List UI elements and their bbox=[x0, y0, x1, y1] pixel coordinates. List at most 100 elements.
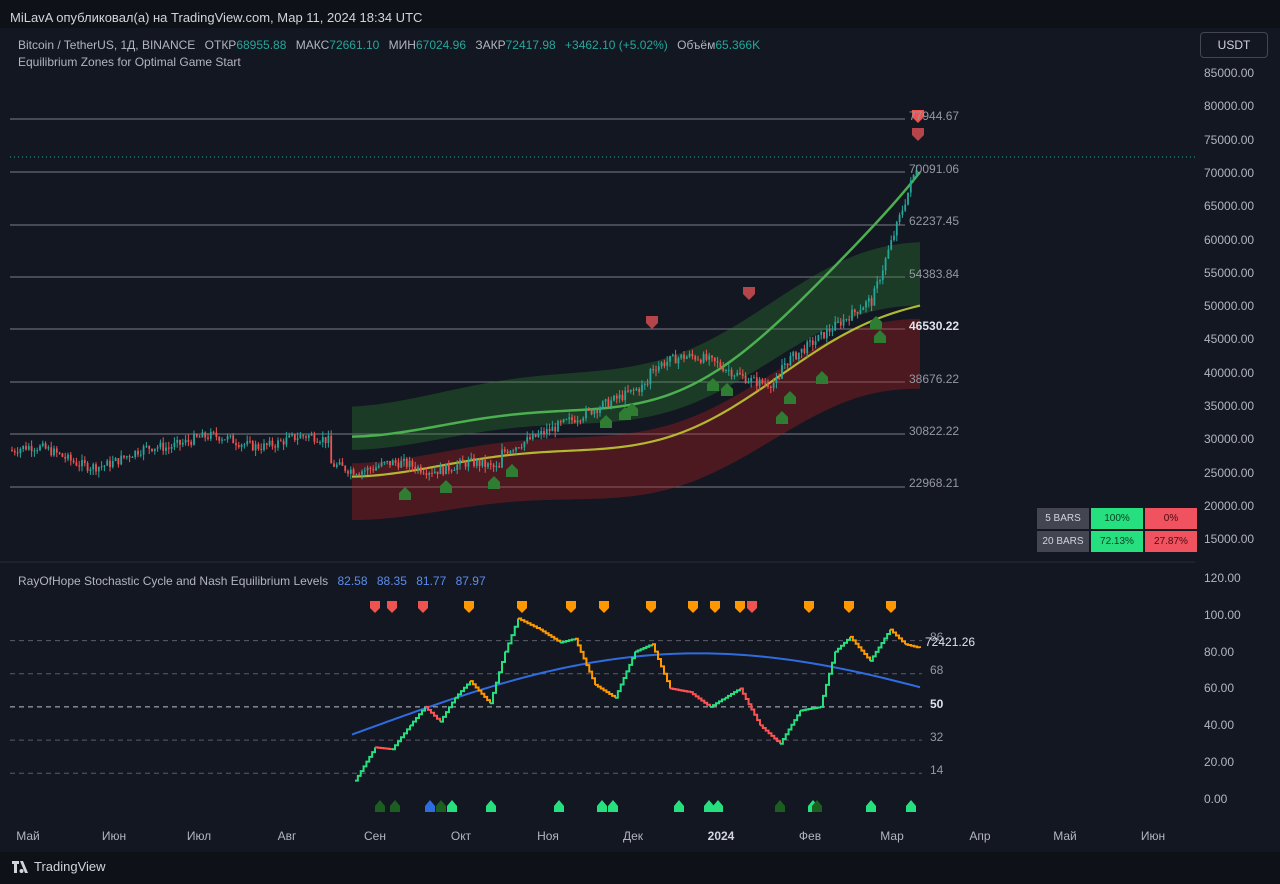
candle-body bbox=[30, 446, 33, 452]
candle-body bbox=[97, 466, 100, 472]
candle-body bbox=[593, 410, 596, 415]
candle-body bbox=[100, 466, 103, 468]
high-label: МАКС bbox=[295, 38, 330, 52]
candle-body bbox=[257, 444, 260, 449]
candle-body bbox=[677, 358, 680, 364]
candle-body bbox=[523, 441, 526, 448]
stochastic-line bbox=[850, 635, 871, 661]
top-signal-marker bbox=[599, 601, 609, 613]
price-tick-label: 80000.00 bbox=[1204, 99, 1255, 114]
stochastic-line bbox=[725, 688, 741, 699]
candle-body bbox=[232, 435, 235, 444]
level-label: 30822.22 bbox=[909, 424, 960, 438]
candle-body bbox=[436, 471, 439, 475]
stats-win: 100% bbox=[1091, 508, 1143, 529]
candle-body bbox=[459, 459, 461, 465]
candle-body bbox=[44, 443, 47, 449]
chart-area[interactable] bbox=[0, 28, 1280, 852]
bottom-signal-marker bbox=[597, 800, 607, 812]
candle-body bbox=[562, 419, 565, 423]
candle-body bbox=[708, 355, 711, 360]
candle-body bbox=[610, 400, 613, 407]
symbol-name[interactable]: Bitcoin / TetherUS, 1Д, BINANCE bbox=[18, 38, 196, 52]
currency-button[interactable]: USDT bbox=[1200, 32, 1268, 58]
candle-body bbox=[386, 461, 389, 463]
candle-body bbox=[674, 354, 677, 364]
candle-body bbox=[215, 432, 218, 437]
candle-body bbox=[403, 458, 405, 461]
candle-body bbox=[478, 460, 481, 467]
candle-body bbox=[842, 319, 845, 326]
osc-tick-label: 100.00 bbox=[1204, 607, 1241, 622]
candle-body bbox=[265, 443, 268, 446]
candle-body bbox=[646, 383, 649, 385]
oscillator-name: RayOfHope Stochastic Cycle and Nash Equi… bbox=[18, 574, 329, 588]
candle-body bbox=[512, 450, 515, 452]
candle-body bbox=[246, 441, 249, 445]
level-label: 77944.67 bbox=[909, 109, 960, 123]
open-label: ОТКР bbox=[204, 38, 237, 52]
stochastic-line bbox=[635, 644, 653, 653]
candle-body bbox=[767, 383, 769, 387]
oscillator-legend[interactable]: RayOfHope Stochastic Cycle and Nash Equi… bbox=[18, 574, 486, 588]
time-tick-label: Июн bbox=[1140, 829, 1166, 843]
indicator-legend[interactable]: Equilibrium Zones for Optimal Game Start bbox=[18, 55, 241, 69]
candle-body bbox=[638, 388, 641, 392]
stochastic-line bbox=[540, 628, 561, 643]
stats-label: 20 BARS bbox=[1037, 531, 1089, 552]
candle-body bbox=[109, 460, 111, 468]
stochastic-line bbox=[670, 687, 691, 693]
candle-body bbox=[582, 418, 585, 421]
candle-body bbox=[291, 434, 293, 436]
candle-body bbox=[218, 436, 221, 441]
candle-body bbox=[534, 433, 537, 437]
candle-body bbox=[775, 378, 778, 384]
candle-body bbox=[722, 367, 725, 372]
candle-body bbox=[487, 463, 489, 467]
price-tick-label: 20000.00 bbox=[1204, 498, 1255, 513]
top-signal-marker bbox=[688, 601, 698, 613]
candle-body bbox=[489, 463, 492, 465]
candle-body bbox=[307, 435, 310, 438]
chart-canvas[interactable] bbox=[0, 0, 1280, 852]
candle-body bbox=[851, 309, 853, 321]
candle-body bbox=[383, 462, 386, 464]
candle-body bbox=[159, 442, 162, 448]
candle-body bbox=[81, 460, 83, 467]
bottom-signal-marker bbox=[812, 800, 822, 812]
level-label: 46530.22 bbox=[909, 319, 960, 333]
bottom-signal-marker bbox=[775, 800, 785, 812]
candle-body bbox=[526, 437, 529, 442]
candle-body bbox=[330, 435, 333, 464]
candle-body bbox=[414, 466, 417, 471]
bottom-signal-marker bbox=[906, 800, 916, 812]
candle-body bbox=[683, 354, 685, 359]
candle-body bbox=[890, 240, 893, 250]
candle-body bbox=[680, 354, 683, 359]
price-tick-label: 70000.00 bbox=[1204, 165, 1255, 180]
candle-body bbox=[543, 431, 545, 435]
candle-body bbox=[120, 455, 123, 465]
tradingview-logo[interactable]: TradingView bbox=[12, 859, 106, 874]
candle-body bbox=[369, 467, 372, 470]
candle-body bbox=[305, 436, 307, 438]
candle-body bbox=[464, 461, 467, 467]
candle-body bbox=[778, 378, 781, 380]
candle-body bbox=[699, 359, 702, 363]
candle-body bbox=[47, 447, 50, 449]
candle-body bbox=[470, 457, 473, 461]
bottom-signal-marker bbox=[390, 800, 400, 812]
candle-body bbox=[839, 321, 842, 326]
candle-body bbox=[27, 446, 30, 450]
candle-body bbox=[165, 447, 167, 451]
candle-body bbox=[733, 375, 736, 377]
price-tick-label: 35000.00 bbox=[1204, 399, 1255, 413]
candle-body bbox=[347, 471, 349, 474]
bottom-signal-marker bbox=[375, 800, 385, 812]
candle-body bbox=[89, 469, 92, 471]
price-tick-label: 60000.00 bbox=[1204, 232, 1255, 247]
stochastic-line bbox=[780, 710, 801, 745]
candle-body bbox=[797, 352, 800, 360]
candle-body bbox=[517, 447, 520, 449]
candle-body bbox=[344, 465, 347, 472]
